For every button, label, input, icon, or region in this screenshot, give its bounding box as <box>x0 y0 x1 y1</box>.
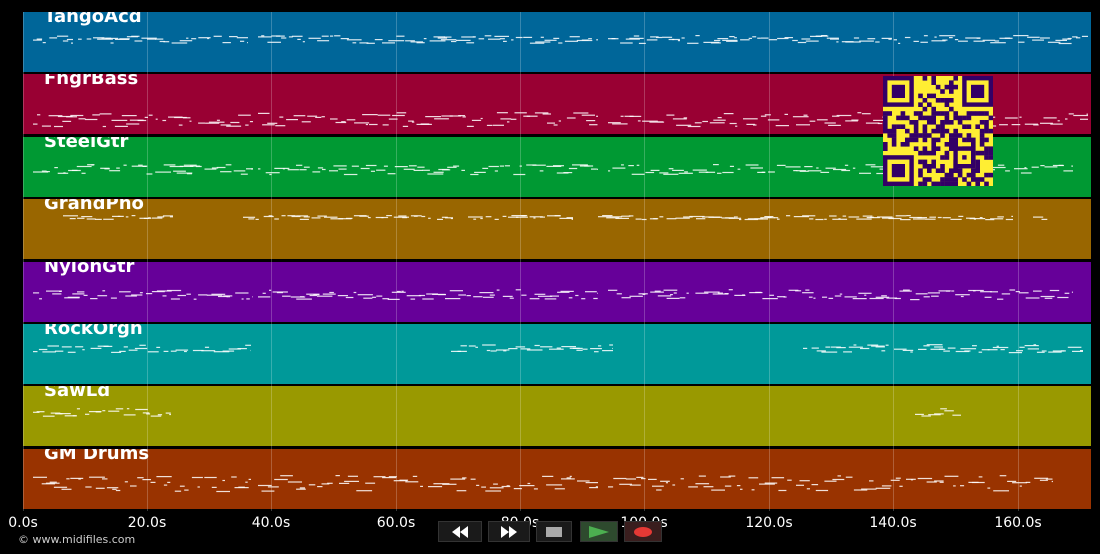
fast-forward-button[interactable] <box>488 521 530 542</box>
track-lane: RockOrgn <box>23 324 1091 384</box>
note-lane <box>33 164 1073 176</box>
track-lane: GM Drums <box>23 449 1091 509</box>
track-name: NylonGtr <box>44 262 135 277</box>
track-name: GM Drums <box>44 449 150 464</box>
track-name: RockOrgn <box>44 324 143 339</box>
play-icon <box>589 525 609 538</box>
track-lane: GrandPno <box>23 199 1091 259</box>
tick-label: 40.0s <box>251 515 291 531</box>
tick-label: 20.0s <box>127 515 167 531</box>
track-name: TangoAcd <box>44 12 142 27</box>
stop-button[interactable] <box>536 521 572 542</box>
tick-label: 60.0s <box>376 515 416 531</box>
track-name: SawLd <box>44 386 111 401</box>
track-lane: TangoAcd <box>23 12 1091 72</box>
tick-label: 160.0s <box>994 515 1042 531</box>
note-lane <box>63 215 1048 221</box>
tick-label: 0.0s <box>8 515 38 531</box>
qr-code <box>883 76 993 186</box>
track-name: SteelGtr <box>44 137 129 152</box>
note-lane <box>33 344 1083 354</box>
transport-controls <box>438 521 662 542</box>
rewind-icon <box>452 525 468 538</box>
track-lane: SawLd <box>23 386 1091 446</box>
play-button[interactable] <box>580 521 618 542</box>
stop-icon <box>546 526 562 537</box>
record-icon <box>634 526 652 537</box>
note-lane <box>33 289 1073 301</box>
tick-label: 140.0s <box>869 515 917 531</box>
note-lane <box>33 408 961 417</box>
note-lane <box>33 35 1088 45</box>
fast-forward-icon <box>501 525 517 538</box>
rewind-button[interactable] <box>438 521 482 542</box>
track-lane: NylonGtr <box>23 262 1091 322</box>
track-name: GrandPno <box>44 199 144 214</box>
tick-label: 120.0s <box>745 515 793 531</box>
track-name: FngrBass <box>44 74 139 89</box>
note-lane <box>33 475 1053 493</box>
record-button[interactable] <box>624 521 662 542</box>
copyright-text: © www.midifiles.com <box>18 533 136 546</box>
